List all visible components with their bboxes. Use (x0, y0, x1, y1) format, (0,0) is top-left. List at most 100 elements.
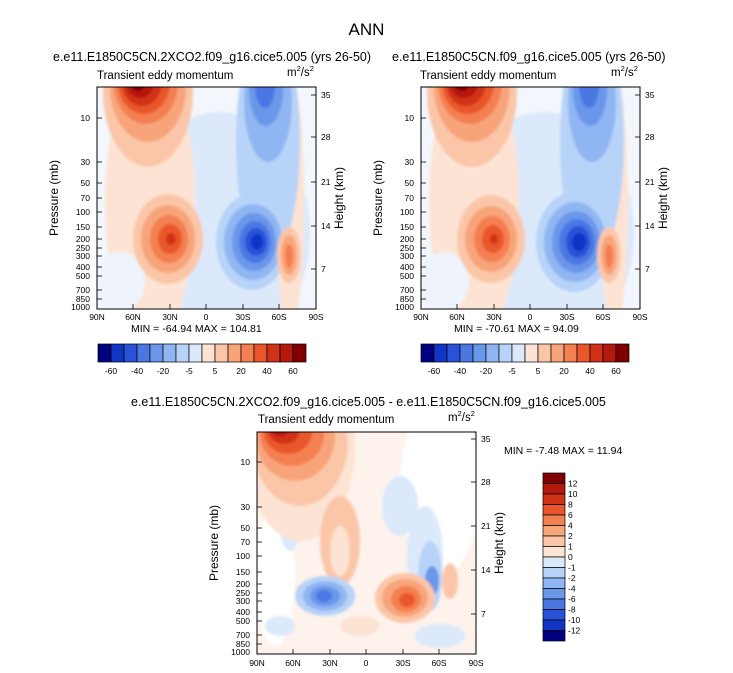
y-tick: 500 (400, 271, 414, 281)
panel-1-y-axis: 10 30 50 70 100 150 200 250 300 400 500 … (71, 113, 90, 312)
panel-2-ylabel: Pressure (mb) (371, 160, 385, 236)
panel-1-colorbar: -60 -40 -20 -5 5 20 40 60 (97, 343, 307, 375)
panel-2-minmax: MIN = -70.61 MAX = 94.09 (454, 323, 579, 335)
y-right-tick: 28 (481, 477, 491, 487)
colorbar-label: 60 (611, 366, 621, 375)
colorbar-label: -1 (568, 563, 576, 573)
panel-1-minmax: MIN = -64.94 MAX = 104.81 (131, 323, 262, 335)
y-tick: 200 (400, 234, 414, 244)
y-tick: 100 (400, 207, 414, 217)
colorbar-label: -12 (568, 626, 581, 636)
colorbar-label: 10 (568, 489, 578, 499)
colorbar-label: -5 (508, 366, 516, 375)
y-tick: 850 (236, 639, 250, 649)
y-tick: 400 (400, 262, 414, 272)
y-tick: 1000 (395, 302, 414, 312)
x-tick: 90S (468, 658, 483, 668)
panel-2-field: Transient eddy momentum (420, 70, 557, 82)
y-tick: 100 (236, 551, 250, 561)
panel-1-y-axis-right: 35 28 21 14 7 (321, 90, 331, 274)
y-tick: 70 (81, 193, 91, 203)
panel-3-plot: 10 30 50 70 100 150 200 250 300 400 500 … (207, 431, 506, 668)
colorbar-label: -2 (568, 573, 576, 583)
y-tick: 30 (241, 502, 251, 512)
y-tick: 150 (76, 222, 90, 232)
colorbar-label: 20 (236, 366, 246, 375)
panel-2-title: e.e11.E1850C5CN.f09_g16.cice5.005 (yrs 2… (392, 50, 666, 64)
panel-1-ylabel: Pressure (mb) (47, 160, 61, 236)
panel-2-field-contours (421, 87, 634, 309)
x-tick: 60N (125, 312, 141, 322)
colorbar-label: 6 (568, 510, 573, 520)
y-right-tick: 7 (481, 609, 486, 619)
y-tick: 150 (400, 222, 414, 232)
x-tick: 60S (595, 312, 610, 322)
x-tick: 30N (486, 312, 502, 322)
y-tick: 30 (405, 157, 415, 167)
panel-3-ylabel: Pressure (mb) (207, 505, 221, 581)
colorbar-label: 60 (288, 366, 298, 375)
y-tick: 400 (76, 262, 90, 272)
panel-1-title: e.e11.E1850C5CN.2XCO2.f09_g16.cice5.005 … (53, 50, 372, 64)
colorbar-label: -60 (428, 366, 441, 375)
panel-1-ylabel-right: Height (km) (332, 167, 346, 229)
x-tick: 90S (308, 312, 323, 322)
x-tick: 60N (449, 312, 465, 322)
y-right-tick: 14 (321, 221, 331, 231)
main-title: ANN (348, 20, 385, 39)
colorbar-label: -8 (568, 605, 576, 615)
x-tick: 60S (431, 658, 446, 668)
panel-2-y-axis: 10 30 50 70 100 150 200 250 300 400 500 … (395, 113, 414, 312)
panel-3-x-axis: 90N 60N 30N 0 30S 60S 90S (249, 658, 484, 668)
y-tick: 850 (76, 294, 90, 304)
panel-3-field: Transient eddy momentum (258, 414, 395, 426)
colorbar-label: -20 (480, 366, 493, 375)
colorbar-label: 5 (213, 366, 218, 375)
x-tick: 0 (528, 312, 533, 322)
y-tick: 700 (236, 630, 250, 640)
colorbar-label: 2 (568, 531, 573, 541)
colorbar-label: -5 (185, 366, 193, 375)
y-right-tick: 28 (645, 132, 655, 142)
y-right-tick: 21 (645, 177, 655, 187)
y-tick: 50 (81, 178, 91, 188)
y-tick: 1000 (231, 647, 250, 657)
x-tick: 90N (89, 312, 105, 322)
colorbar-label: -6 (568, 594, 576, 604)
colorbar-label: 8 (568, 500, 573, 510)
x-tick: 90S (632, 312, 647, 322)
x-tick: 90N (413, 312, 429, 322)
panel-2-ylabel-right: Height (km) (656, 167, 670, 229)
y-right-tick: 21 (481, 521, 491, 531)
panel-3-units: m2/s2 (448, 409, 475, 424)
panel-1-field-contours (97, 87, 310, 309)
colorbar-label: 40 (585, 366, 595, 375)
panel-1-x-axis: 90N 60N 30N 0 30S 60S 90S (89, 312, 324, 322)
colorbar-label: -60 (105, 366, 118, 375)
y-right-tick: 14 (645, 221, 655, 231)
y-tick: 700 (400, 285, 414, 295)
x-tick: 30N (322, 658, 338, 668)
y-tick: 300 (236, 596, 250, 606)
y-right-tick: 14 (481, 565, 491, 575)
y-tick: 400 (236, 607, 250, 617)
y-tick: 500 (236, 616, 250, 626)
colorbar-label: -20 (157, 366, 170, 375)
y-right-tick: 35 (645, 90, 655, 100)
panel-1-units: m2/s2 (287, 64, 314, 79)
panel-3-field-contours (257, 432, 476, 648)
colorbar-label: 1 (568, 542, 573, 552)
y-tick: 700 (76, 285, 90, 295)
y-right-tick: 21 (321, 177, 331, 187)
colorbar-label: -40 (131, 366, 144, 375)
colorbar-label: 12 (568, 479, 578, 489)
panel-3-title: e.e11.E1850C5CN.2XCO2.f09_g16.cice5.005 … (131, 395, 606, 409)
panel-1-field: Transient eddy momentum (97, 70, 234, 82)
panel-2-units: m2/s2 (611, 64, 638, 79)
panel-3-y-axis: 10 30 50 70 100 150 200 250 300 400 500 … (231, 457, 250, 657)
colorbar-label: 4 (568, 521, 573, 531)
y-tick: 850 (400, 294, 414, 304)
x-tick: 0 (364, 658, 369, 668)
panel-2-colorbar: -60 -40 -20 -5 5 20 40 60 (420, 343, 630, 375)
y-tick: 300 (76, 251, 90, 261)
